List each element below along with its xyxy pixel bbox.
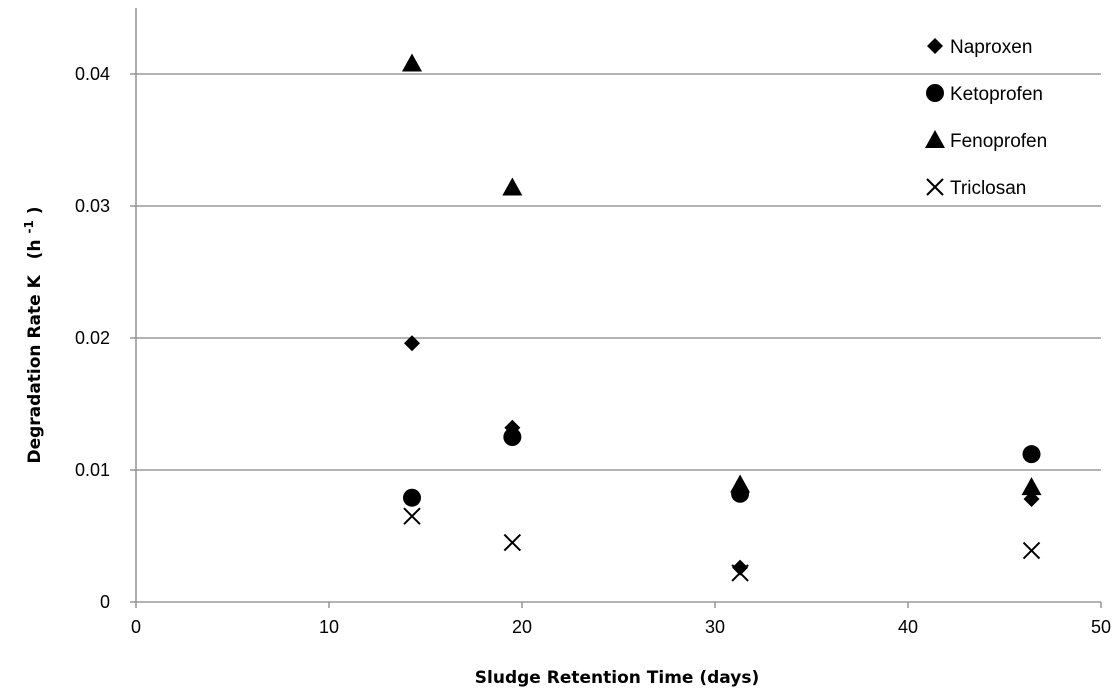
legend-marker-ketoprofen — [926, 84, 944, 102]
legend-marker-triclosan-stroke — [926, 178, 944, 196]
point-ketoprofen — [731, 484, 750, 503]
point-fenoprofen — [1021, 477, 1042, 496]
y-tick-label: 0.03 — [75, 196, 110, 216]
y-axis-title-main: Degradation Rate K — [25, 274, 45, 463]
x-tick-label: 30 — [705, 617, 725, 637]
point-ketoprofen — [1022, 445, 1041, 464]
point-triclosan-stroke — [503, 533, 522, 552]
y-axis-title: Degradation Rate K (h -1 ) — [18, 206, 45, 463]
axes — [130, 8, 1102, 608]
gridlines — [136, 73, 1101, 471]
point-triclosan — [403, 507, 421, 525]
y-tick-label: 0.04 — [75, 64, 110, 84]
legend-label-ketoprofen: Ketoprofen — [950, 84, 1043, 105]
y-axis-title-unit: (h — [25, 239, 45, 259]
legend-item-fenoprofen: Fenoprofen — [925, 130, 1047, 152]
x-tick-label: 10 — [319, 617, 339, 637]
legend-label-naproxen: Naproxen — [950, 37, 1032, 58]
point-triclosan — [1022, 541, 1041, 560]
x-tick-labels: 0 10 20 30 40 50 — [131, 617, 1111, 637]
legend-marker-fenoprofen — [925, 130, 945, 148]
x-tick-label: 20 — [512, 617, 532, 637]
y-axis-title-unit-sup: -1 — [22, 220, 36, 233]
x-tick-label: 50 — [1091, 617, 1111, 637]
y-axis-title-unit-close: ) — [25, 206, 45, 214]
legend-label-fenoprofen: Fenoprofen — [950, 131, 1047, 152]
point-fenoprofen — [401, 53, 422, 72]
point-triclosan-stroke — [403, 507, 421, 525]
legend: Naproxen Ketoprofen Fenoprofen Triclosan — [925, 37, 1047, 199]
legend-marker-triclosan — [926, 178, 944, 196]
point-naproxen — [1023, 491, 1040, 508]
legend-label-triclosan: Triclosan — [950, 178, 1026, 199]
y-tick-label: 0.02 — [75, 328, 110, 348]
point-triclosan — [503, 533, 522, 552]
y-tick-labels: 0 0.01 0.02 0.03 0.04 — [75, 64, 110, 612]
data-points — [401, 53, 1042, 582]
x-tick-label: 40 — [898, 617, 918, 637]
point-naproxen — [504, 419, 521, 436]
y-tick-label: 0 — [100, 592, 110, 612]
x-tick-label: 0 — [131, 617, 141, 637]
legend-marker-naproxen — [927, 38, 943, 54]
x-axis-title: Sludge Retention Time (days) — [475, 668, 759, 688]
point-triclosan-stroke — [1022, 541, 1041, 560]
y-tick-label: 0.01 — [75, 460, 110, 480]
point-ketoprofen — [503, 428, 522, 446]
legend-item-triclosan: Triclosan — [926, 178, 1026, 199]
point-naproxen — [403, 335, 420, 352]
legend-item-ketoprofen: Ketoprofen — [926, 84, 1043, 105]
point-fenoprofen — [502, 177, 523, 196]
legend-item-naproxen: Naproxen — [927, 37, 1032, 58]
point-ketoprofen — [402, 488, 421, 507]
point-naproxen — [732, 559, 749, 576]
